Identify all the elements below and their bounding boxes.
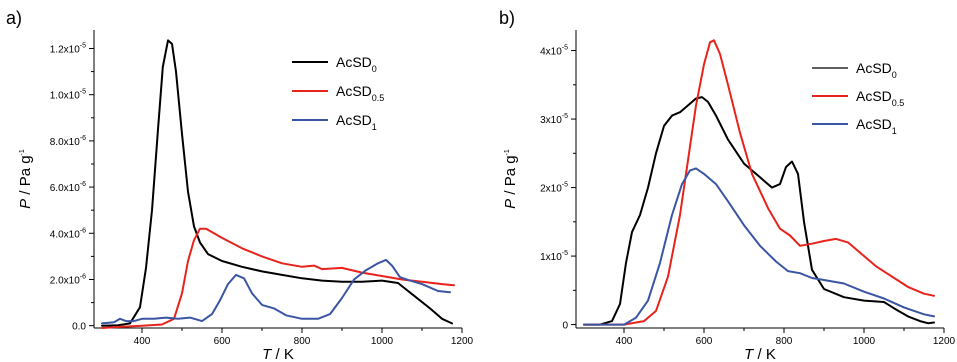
y-tick-mantissa: 3x10 bbox=[540, 115, 562, 126]
y-tick-exponent: -5 bbox=[562, 113, 568, 120]
y-axis-variable: P bbox=[502, 199, 519, 209]
legend-series-subscript: 0.5 bbox=[372, 93, 385, 103]
chart-panel-2: b)400 600 800 1000 120001x10-52x10-53x10-54x… bbox=[499, 8, 956, 362]
y-tick-exponent: -5 bbox=[80, 89, 86, 96]
x-tick-label: 1200 bbox=[451, 336, 474, 347]
x-tick-label: 400 bbox=[134, 336, 151, 347]
panel-label: a) bbox=[6, 8, 22, 28]
legend-series-name: AcSD bbox=[856, 116, 892, 132]
y-axis-title: P / Pa g-1 bbox=[17, 149, 34, 209]
legend-label: AcSD1 bbox=[336, 112, 377, 132]
y-tick-label: 2.0x10-6 bbox=[50, 273, 86, 286]
y-tick-label: 0.0 bbox=[72, 322, 86, 333]
y-axis-exponent: -1 bbox=[504, 149, 511, 155]
series-line-0 bbox=[583, 96, 935, 326]
y-axis-unit: / Pa g bbox=[502, 155, 519, 198]
legend-series-subscript: 0 bbox=[372, 64, 377, 74]
y-tick-mantissa: 4x10 bbox=[540, 47, 562, 58]
legend-series-subscript: 0 bbox=[892, 70, 897, 80]
x-tick-label: 800 bbox=[776, 336, 793, 347]
series-line-1 bbox=[583, 167, 935, 326]
legend-series-subscript: 1 bbox=[372, 122, 377, 132]
series-line-0 bbox=[101, 39, 453, 327]
y-tick-exponent: -6 bbox=[80, 181, 86, 188]
y-tick-label: 1x10-5 bbox=[540, 250, 568, 263]
x-tick-label: 1000 bbox=[853, 336, 876, 347]
y-tick-label: 1.2x10-5 bbox=[50, 42, 86, 55]
y-tick-mantissa: 1x10 bbox=[540, 252, 562, 263]
x-tick-label: 400 bbox=[616, 336, 633, 347]
y-axis-variable: P bbox=[17, 199, 34, 209]
y-tick-mantissa: 0.0 bbox=[72, 322, 86, 333]
y-axis-exponent: -1 bbox=[19, 149, 26, 155]
x-axis-unit: / K bbox=[271, 346, 294, 362]
y-tick-mantissa: 8.0x10 bbox=[50, 137, 80, 148]
y-tick-exponent: -5 bbox=[80, 42, 86, 49]
x-tick-label: 800 bbox=[294, 336, 311, 347]
y-tick-exponent: -6 bbox=[80, 227, 86, 234]
y-tick-label: 0 bbox=[562, 321, 568, 332]
panel-label: b) bbox=[499, 8, 515, 28]
y-tick-exponent: -6 bbox=[80, 135, 86, 142]
y-tick-mantissa: 0 bbox=[562, 321, 568, 332]
y-tick-exponent: -6 bbox=[80, 273, 86, 280]
legend-label: AcSD0.5 bbox=[856, 88, 904, 108]
y-axis-title: P / Pa g-1 bbox=[502, 149, 519, 209]
legend-label: AcSD1 bbox=[856, 116, 897, 136]
x-axis-variable: T bbox=[262, 346, 273, 362]
legend-series-name: AcSD bbox=[336, 83, 372, 99]
legend-series-name: AcSD bbox=[856, 88, 892, 104]
y-tick-label: 8.0x10-6 bbox=[50, 135, 86, 148]
series-line-0-5 bbox=[583, 39, 935, 326]
y-tick-mantissa: 6.0x10 bbox=[50, 183, 80, 194]
x-axis-title: T / K bbox=[744, 346, 776, 362]
y-tick-mantissa: 1.2x10 bbox=[50, 44, 80, 55]
y-tick-exponent: -5 bbox=[562, 250, 568, 257]
chart-panel-1: a)400 600 800 1000 12000.02.0x10-64.0x10-66.… bbox=[6, 8, 474, 362]
y-tick-exponent: -5 bbox=[562, 45, 568, 52]
x-axis-title: T / K bbox=[262, 346, 294, 362]
legend-label: AcSD0 bbox=[856, 60, 897, 80]
legend-series-name: AcSD bbox=[856, 60, 892, 76]
x-tick-label: 1200 bbox=[933, 336, 956, 347]
y-tick-label: 4x10-5 bbox=[540, 45, 568, 58]
x-tick-label: 1000 bbox=[371, 336, 394, 347]
x-axis-unit: / K bbox=[753, 346, 776, 362]
y-tick-label: 4.0x10-6 bbox=[50, 227, 86, 240]
y-tick-exponent: -5 bbox=[562, 182, 568, 189]
x-axis-variable: T bbox=[744, 346, 755, 362]
legend-series-subscript: 0.5 bbox=[892, 98, 905, 108]
legend-series-name: AcSD bbox=[336, 54, 372, 70]
y-tick-label: 2x10-5 bbox=[540, 182, 568, 195]
series-line-1 bbox=[101, 258, 451, 325]
y-tick-mantissa: 1.0x10 bbox=[50, 91, 80, 102]
legend-series-subscript: 1 bbox=[892, 126, 897, 136]
y-tick-label: 1.0x10-5 bbox=[50, 89, 86, 102]
legend-label: AcSD0 bbox=[336, 54, 377, 74]
y-axis-unit: / Pa g bbox=[17, 155, 34, 198]
y-tick-mantissa: 4.0x10 bbox=[50, 229, 80, 240]
y-tick-mantissa: 2.0x10 bbox=[50, 275, 80, 286]
legend-series-name: AcSD bbox=[336, 112, 372, 128]
y-tick-label: 6.0x10-6 bbox=[50, 181, 86, 194]
x-tick-label: 600 bbox=[214, 336, 231, 347]
y-tick-mantissa: 2x10 bbox=[540, 184, 562, 195]
y-tick-label: 3x10-5 bbox=[540, 113, 568, 126]
x-tick-label: 600 bbox=[696, 336, 713, 347]
legend-label: AcSD0.5 bbox=[336, 83, 384, 103]
